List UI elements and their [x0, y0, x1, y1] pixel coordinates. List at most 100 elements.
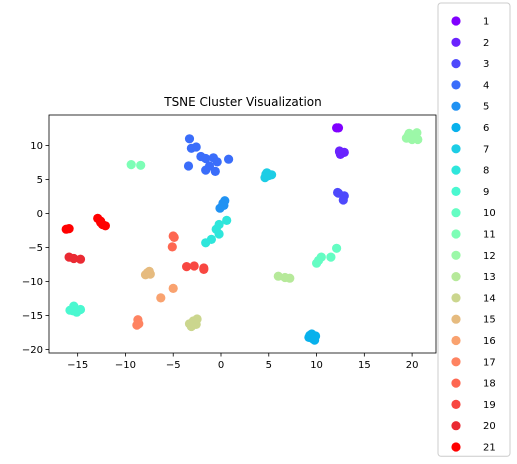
y-tick-label: 5	[37, 175, 43, 186]
data-point-cluster-1	[333, 123, 344, 133]
legend-marker-7	[451, 144, 461, 154]
data-point-cluster-7	[261, 169, 271, 179]
legend-label-5: 5	[483, 102, 489, 113]
data-point-cluster-9	[75, 304, 86, 315]
data-point-cluster-19	[182, 262, 192, 272]
legend-marker-5	[451, 101, 461, 111]
legend-label-15: 15	[483, 315, 496, 326]
legend-label-17: 17	[483, 357, 496, 368]
legend-label-12: 12	[483, 251, 496, 262]
legend-label-11: 11	[483, 230, 496, 241]
data-point-cluster-10	[332, 243, 342, 253]
data-point-cluster-4	[212, 157, 222, 167]
data-point-cluster-10	[326, 252, 336, 262]
legend-label-19: 19	[483, 400, 496, 411]
legend-marker-10	[451, 208, 461, 218]
legend-label-2: 2	[483, 38, 489, 49]
data-point-cluster-14	[186, 321, 196, 332]
data-point-cluster-19	[199, 264, 209, 274]
x-tick-label: −15	[67, 360, 88, 371]
data-point-cluster-19	[189, 261, 199, 271]
x-tick-label: 20	[406, 360, 419, 371]
legend-marker-12	[451, 250, 461, 260]
y-tick-label: −10	[22, 277, 43, 288]
x-tick-label: −5	[166, 360, 181, 371]
legend-label-8: 8	[483, 166, 489, 177]
plot-area	[61, 123, 423, 345]
legend-label-4: 4	[483, 80, 489, 91]
legend-marker-4	[451, 80, 461, 90]
data-point-cluster-10	[313, 255, 324, 266]
x-tick-label: 10	[310, 360, 323, 371]
data-point-cluster-4	[191, 142, 201, 152]
y-tick-label: −20	[22, 345, 43, 356]
legend-label-13: 13	[483, 272, 496, 283]
data-point-cluster-4	[183, 161, 194, 171]
y-tick-label: −15	[22, 311, 43, 322]
data-point-cluster-18	[167, 242, 177, 252]
legend-marker-2	[451, 37, 461, 47]
x-tick-label: 5	[266, 360, 272, 371]
data-point-cluster-14	[192, 314, 202, 324]
data-point-cluster-16	[168, 283, 178, 293]
legend-marker-8	[451, 165, 461, 175]
data-point-cluster-21	[96, 216, 106, 226]
data-point-cluster-4	[201, 165, 211, 175]
data-point-cluster-15	[142, 268, 152, 278]
data-point-cluster-11	[136, 160, 146, 170]
data-point-cluster-20	[75, 254, 86, 264]
y-tick-label: −5	[28, 243, 43, 254]
legend-marker-21	[451, 442, 461, 452]
legend-label-16: 16	[483, 336, 496, 347]
legend-marker-14	[451, 293, 461, 303]
data-point-cluster-3	[333, 188, 344, 198]
data-point-cluster-4	[184, 134, 195, 144]
y-tick-label: 0	[37, 209, 43, 220]
x-tick-label: 15	[358, 360, 371, 371]
legend-label-14: 14	[483, 293, 496, 304]
y-tick-label: 10	[30, 141, 43, 152]
data-point-cluster-8	[214, 219, 224, 230]
legend-marker-9	[451, 186, 461, 196]
legend-label-9: 9	[483, 187, 489, 198]
data-point-cluster-5	[218, 198, 228, 208]
data-point-cluster-13	[285, 273, 295, 283]
legend-marker-18	[451, 378, 461, 388]
legend-marker-17	[451, 357, 461, 367]
data-point-cluster-21	[64, 224, 74, 234]
legend-label-10: 10	[483, 208, 496, 219]
data-point-cluster-8	[214, 229, 224, 239]
data-point-cluster-4	[201, 153, 211, 164]
legend-marker-3	[451, 59, 461, 69]
data-point-cluster-18	[169, 232, 179, 242]
legend-label-7: 7	[483, 144, 489, 155]
axes: −15 −10 −5 0 5 10 15 20 10 5 0 −5 −10 −15 −20	[22, 114, 437, 371]
legend-marker-19	[451, 399, 461, 409]
x-tick-label: 0	[218, 360, 224, 371]
data-point-cluster-9	[68, 306, 78, 316]
legend-label-20: 20	[483, 421, 496, 432]
data-point-cluster-16	[156, 293, 166, 303]
chart-title: TSNE Cluster Visualization	[163, 95, 322, 109]
data-point-cluster-4	[210, 166, 220, 176]
data-point-cluster-2	[334, 146, 345, 156]
axes-frame	[48, 114, 437, 354]
legend-label-18: 18	[483, 379, 496, 390]
legend-label-6: 6	[483, 123, 489, 134]
x-tick-label: −10	[115, 360, 136, 371]
legend-marker-20	[451, 421, 461, 431]
legend-marker-15	[451, 314, 461, 324]
legend-marker-11	[451, 229, 461, 239]
data-point-cluster-3	[338, 195, 348, 205]
data-point-cluster-4	[224, 154, 234, 164]
legend-marker-6	[451, 122, 461, 133]
legend-label-1: 1	[483, 17, 489, 28]
legend-marker-13	[451, 272, 461, 282]
legend-frame	[437, 2, 511, 457]
legend-marker-1	[451, 16, 461, 26]
legend-marker-16	[451, 335, 461, 346]
data-point-cluster-17	[134, 319, 144, 329]
data-point-cluster-20	[69, 253, 79, 264]
